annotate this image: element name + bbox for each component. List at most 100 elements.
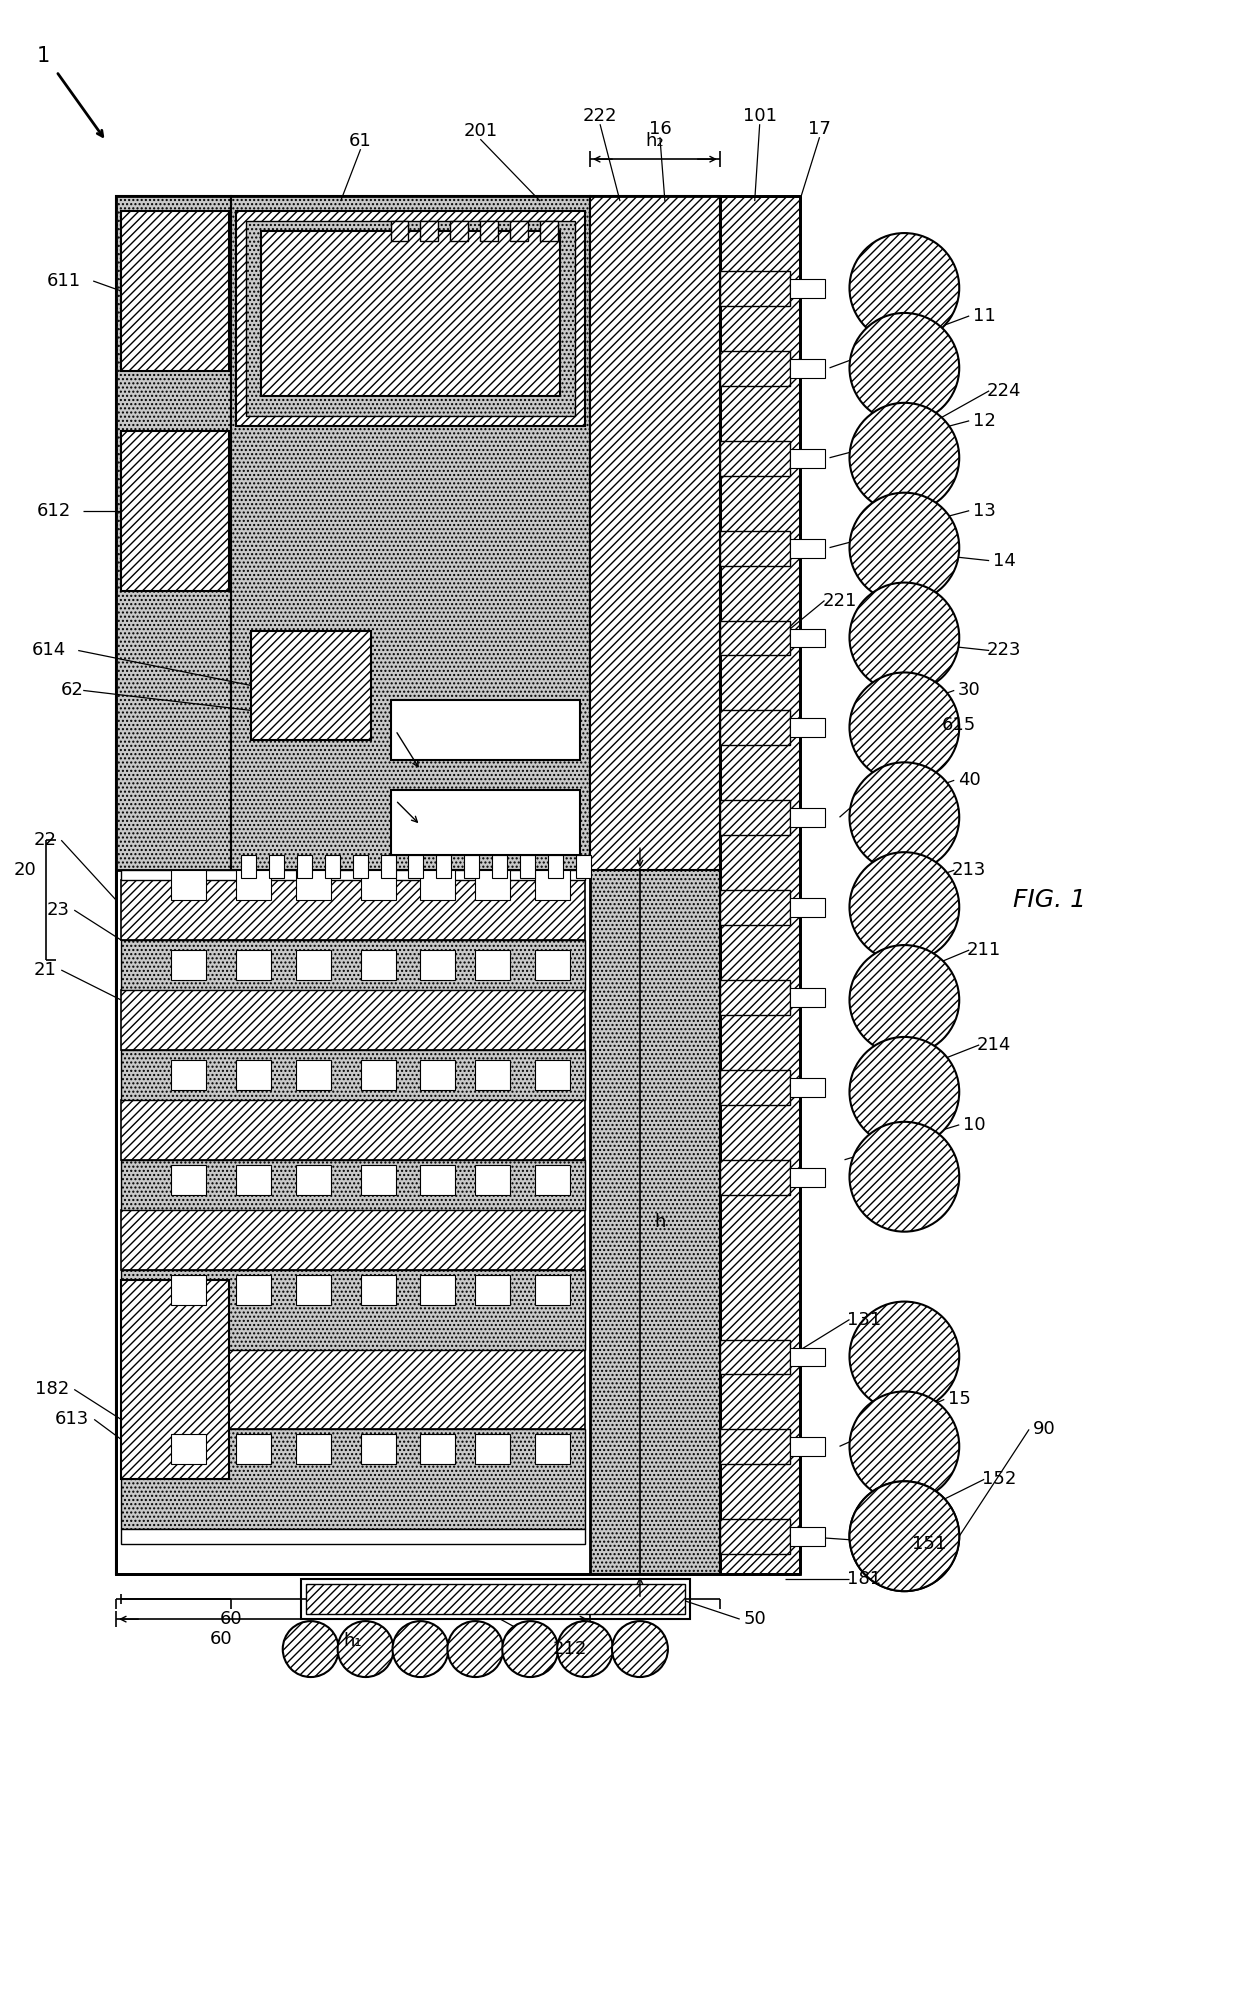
Bar xyxy=(122,1211,585,1270)
Bar xyxy=(548,856,563,878)
Bar xyxy=(171,1274,206,1304)
Bar xyxy=(236,950,270,980)
Text: 224: 224 xyxy=(987,382,1022,400)
Text: 612: 612 xyxy=(37,502,71,520)
Bar xyxy=(719,980,790,1015)
Bar xyxy=(122,990,585,1049)
Bar xyxy=(301,1579,689,1619)
Bar xyxy=(171,1059,206,1089)
Bar xyxy=(521,856,536,878)
Bar xyxy=(122,1049,585,1099)
Bar xyxy=(719,197,800,1575)
Bar xyxy=(464,856,480,878)
Bar xyxy=(590,197,719,1575)
Bar xyxy=(719,1069,790,1105)
Bar xyxy=(790,719,825,737)
Bar xyxy=(719,1430,790,1463)
Text: 16: 16 xyxy=(649,119,671,137)
Circle shape xyxy=(849,1037,960,1147)
Circle shape xyxy=(393,1621,449,1676)
Bar xyxy=(475,1165,510,1195)
Text: 61: 61 xyxy=(350,131,372,149)
Text: 50: 50 xyxy=(743,1611,766,1629)
Text: 62: 62 xyxy=(61,681,83,699)
Text: 201: 201 xyxy=(464,121,497,139)
Bar xyxy=(492,856,507,878)
Text: 101: 101 xyxy=(743,108,776,125)
Text: 182: 182 xyxy=(35,1380,69,1398)
Bar xyxy=(171,950,206,980)
Bar xyxy=(122,940,585,990)
Bar xyxy=(790,988,825,1007)
Bar xyxy=(117,197,231,1575)
Bar xyxy=(171,1165,206,1195)
Bar xyxy=(719,800,790,834)
Text: 11: 11 xyxy=(973,307,996,325)
Circle shape xyxy=(557,1621,613,1676)
Bar xyxy=(260,231,560,396)
Bar xyxy=(475,1274,510,1304)
Text: 14: 14 xyxy=(993,552,1016,569)
Bar xyxy=(719,532,790,565)
Bar xyxy=(269,856,284,878)
Text: h₂: h₂ xyxy=(646,131,665,149)
Bar xyxy=(420,1274,455,1304)
Circle shape xyxy=(283,1621,339,1676)
Bar xyxy=(117,197,719,1575)
Bar xyxy=(295,950,331,980)
Bar xyxy=(361,950,396,980)
Bar xyxy=(420,1165,455,1195)
Bar xyxy=(250,631,371,741)
Circle shape xyxy=(849,492,960,603)
Bar xyxy=(122,1430,585,1529)
Bar xyxy=(122,1161,585,1211)
Bar xyxy=(719,890,790,926)
Text: 17: 17 xyxy=(808,119,831,137)
Circle shape xyxy=(849,233,960,342)
Bar xyxy=(236,211,585,426)
Circle shape xyxy=(849,583,960,693)
Bar xyxy=(541,221,558,241)
Bar xyxy=(719,621,790,655)
Text: 20: 20 xyxy=(14,862,36,880)
Bar xyxy=(352,856,367,878)
Circle shape xyxy=(849,946,960,1055)
Bar xyxy=(790,1169,825,1187)
Circle shape xyxy=(849,673,960,782)
Text: 10: 10 xyxy=(963,1115,986,1133)
Bar xyxy=(436,856,451,878)
Text: 223: 223 xyxy=(987,641,1022,659)
Bar xyxy=(450,221,469,241)
Bar xyxy=(236,1165,270,1195)
Bar xyxy=(122,1280,229,1479)
Bar xyxy=(295,1274,331,1304)
Bar xyxy=(236,1434,270,1463)
Bar xyxy=(420,1059,455,1089)
Bar xyxy=(325,856,340,878)
Circle shape xyxy=(849,852,960,962)
Bar xyxy=(306,1585,684,1615)
Text: 613: 613 xyxy=(55,1410,89,1428)
Text: 22: 22 xyxy=(33,830,56,850)
Bar xyxy=(475,950,510,980)
Bar xyxy=(391,790,580,856)
Bar xyxy=(790,1077,825,1097)
Text: 151: 151 xyxy=(913,1535,946,1553)
Text: 181: 181 xyxy=(847,1571,882,1589)
Text: 152: 152 xyxy=(982,1469,1017,1489)
Bar xyxy=(361,1059,396,1089)
Bar xyxy=(536,1059,570,1089)
Bar xyxy=(475,1059,510,1089)
Bar xyxy=(295,1059,331,1089)
Bar xyxy=(391,701,580,761)
Bar xyxy=(420,950,455,980)
Bar xyxy=(231,197,590,870)
Text: 221: 221 xyxy=(822,591,857,609)
Bar xyxy=(361,870,396,900)
Text: 614: 614 xyxy=(32,641,66,659)
Bar xyxy=(790,898,825,918)
Circle shape xyxy=(849,1392,960,1501)
Bar xyxy=(536,1274,570,1304)
Bar xyxy=(577,856,591,878)
Bar xyxy=(236,1059,270,1089)
